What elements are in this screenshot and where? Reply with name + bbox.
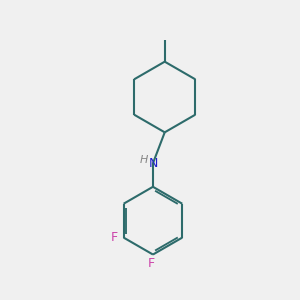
Text: H: H bbox=[139, 155, 148, 165]
Text: F: F bbox=[148, 257, 155, 271]
Text: N: N bbox=[148, 157, 158, 170]
Text: F: F bbox=[111, 231, 118, 244]
